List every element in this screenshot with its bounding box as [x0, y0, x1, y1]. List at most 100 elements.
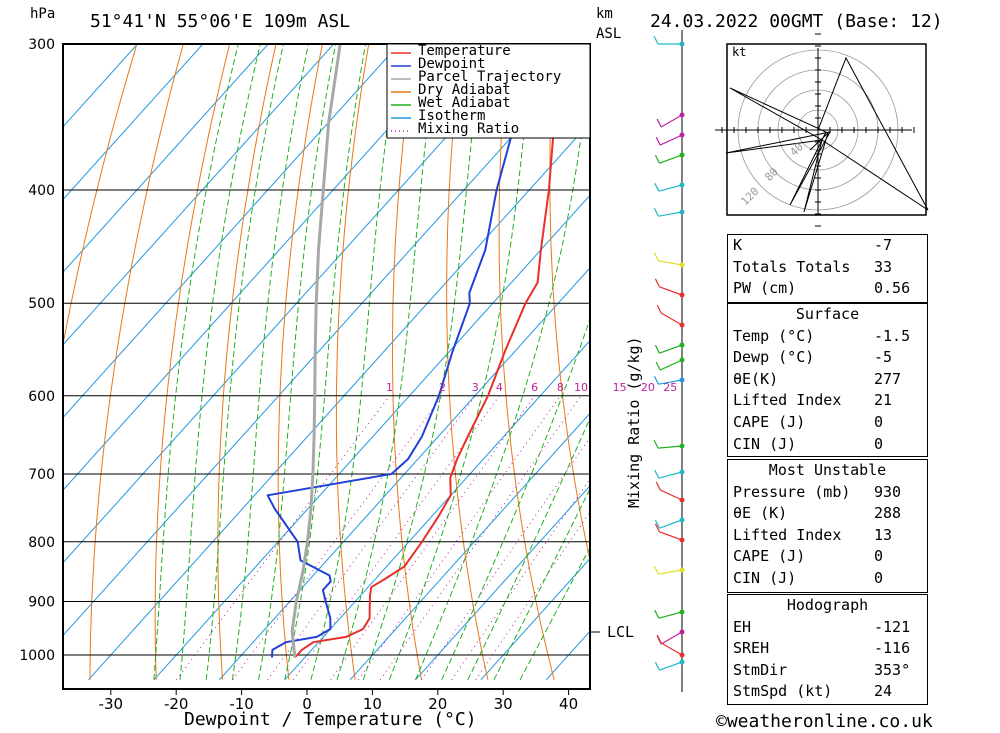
- dry-adiabat-line: [154, 44, 231, 680]
- isotherm-line: [480, 557, 590, 681]
- mixing-ratio-line: [330, 395, 536, 681]
- wind-barb-flag: [653, 252, 659, 262]
- wind-barb-flag: [653, 375, 659, 385]
- stat-label: K: [733, 236, 743, 254]
- surface-row: Temp (°C) -1.5: [728, 326, 927, 348]
- stat-value: -7: [874, 236, 893, 254]
- pressure-tick-label: 800: [28, 535, 55, 551]
- wind-barb: [659, 489, 683, 501]
- wind-level-dot: [679, 609, 685, 615]
- pressure-tick-label: 500: [28, 296, 55, 312]
- legend-label-wet-adiabat: Wet Adiabat: [418, 95, 511, 111]
- legend-label-temperature: Temperature: [418, 43, 511, 59]
- series-temperature: [294, 44, 571, 659]
- stat-value: -1.5: [874, 326, 911, 345]
- wind-barb-flag: [656, 304, 662, 314]
- isotherm-line: [218, 267, 590, 681]
- wind-level-dot: [679, 262, 685, 268]
- wind-level-dot: [679, 629, 685, 635]
- wet-adiabat-line: [467, 417, 590, 681]
- wind-barb: [659, 519, 683, 529]
- hodograph-row: StmSpd (kt) 24: [728, 681, 927, 703]
- wind-barb-flag: [655, 361, 661, 371]
- pressure-tick-label: 600: [28, 389, 55, 405]
- stat-value: 0: [874, 434, 884, 453]
- stat-label: PW (cm): [733, 279, 797, 298]
- wind-barb: [659, 359, 683, 371]
- dry-adiabat-line: [446, 44, 489, 680]
- stat-label: Lifted Index: [733, 525, 842, 544]
- stat-row-k: K -7: [728, 235, 927, 257]
- wet-adiabat-line: [258, 44, 337, 680]
- wind-level-dot: [679, 209, 685, 215]
- wet-adiabat-line: [336, 44, 439, 680]
- wind-barb: [659, 661, 683, 671]
- legend-label-isotherm: Isotherm: [418, 108, 486, 124]
- x-tick-label: 10: [363, 695, 382, 713]
- x-tick-label: 30: [494, 695, 513, 713]
- stats-basic-table: K -7 Totals Totals 33 PW (cm) 0.56: [727, 234, 928, 303]
- wind-level-dot: [679, 182, 685, 188]
- legend-label-parcel: Parcel Trajectory: [418, 69, 562, 85]
- stat-value: -121: [874, 617, 911, 636]
- km-label: km: [596, 6, 613, 22]
- wind-barb-flag: [654, 661, 660, 671]
- wind-level-dot: [679, 342, 685, 348]
- wind-barb-flag: [653, 565, 659, 575]
- copyright-link[interactable]: ©weatheronline.co.uk: [716, 711, 933, 732]
- wet-adiabat-line: [179, 44, 261, 680]
- wind-barb-flag: [655, 481, 661, 491]
- mixing-ratio-label: 3: [472, 381, 479, 394]
- wind-barb: [659, 344, 683, 354]
- hpa-label: hPa: [30, 6, 56, 22]
- dry-adiabat-line: [63, 44, 138, 348]
- pressure-tick-label: 300: [28, 37, 55, 53]
- surface-row: CAPE (J) 0: [728, 412, 927, 434]
- wind-barb: [660, 312, 683, 326]
- wet-adiabat-line: [205, 44, 285, 680]
- hodograph-unit-label: kt: [732, 45, 747, 59]
- legend-label-dry-adiabat: Dry Adiabat: [418, 82, 511, 98]
- wind-level-dot: [679, 41, 685, 47]
- pressure-tick-label: 1000: [19, 648, 55, 664]
- dry-adiabat-line: [920, 9, 1000, 680]
- stat-value: 33: [874, 257, 893, 276]
- wind-barb: [659, 531, 683, 541]
- series-dewpoint: [266, 44, 538, 658]
- mixing-ratio-line: [451, 478, 590, 681]
- stat-value: 13: [874, 525, 893, 544]
- stat-value: 0: [874, 568, 884, 587]
- wind-barb: [658, 445, 683, 449]
- wet-adiabat-line: [231, 44, 309, 680]
- wet-adiabat-line: [415, 63, 590, 680]
- surface-table: Surface Temp (°C) -1.5 Dewp (°C) -5 θE(K) 2…: [727, 303, 928, 457]
- wind-barb-flag: [656, 634, 662, 644]
- isotherm-line: [63, 44, 139, 128]
- wind-barb-flag: [655, 136, 661, 146]
- wind-level-dot: [679, 497, 685, 503]
- x-tick-label: 0: [302, 695, 312, 713]
- asl-label: ASL: [596, 26, 622, 42]
- stat-label: SREH: [733, 639, 770, 658]
- wind-barb: [659, 134, 683, 146]
- pressure-tick-label: 400: [28, 183, 55, 199]
- stat-label: CIN (J): [733, 434, 797, 453]
- wet-adiabat-line: [388, 44, 534, 680]
- x-axis-label: Dewpoint / Temperature (°C): [184, 709, 477, 730]
- stat-label: Pressure (mb): [733, 482, 851, 501]
- stat-label: CAPE (J): [733, 547, 806, 566]
- wind-level-dot: [679, 322, 685, 328]
- isotherm-line: [63, 44, 204, 201]
- lcl-label: LCL: [607, 623, 635, 641]
- stat-row-totals-totals: Totals Totals 33: [728, 257, 927, 279]
- mixing-ratio-axis-label: Mixing Ratio (g/kg): [625, 336, 643, 508]
- stat-label: StmSpd (kt): [733, 682, 833, 701]
- stat-value: -5: [874, 348, 893, 367]
- wind-barb: [659, 286, 683, 296]
- legend-label-dewpoint: Dewpoint: [418, 56, 486, 72]
- hodograph-title: Hodograph: [786, 596, 869, 614]
- wind-level-dot: [679, 357, 685, 363]
- surface-title: Surface: [795, 305, 860, 323]
- hodograph-trace: [725, 56, 929, 213]
